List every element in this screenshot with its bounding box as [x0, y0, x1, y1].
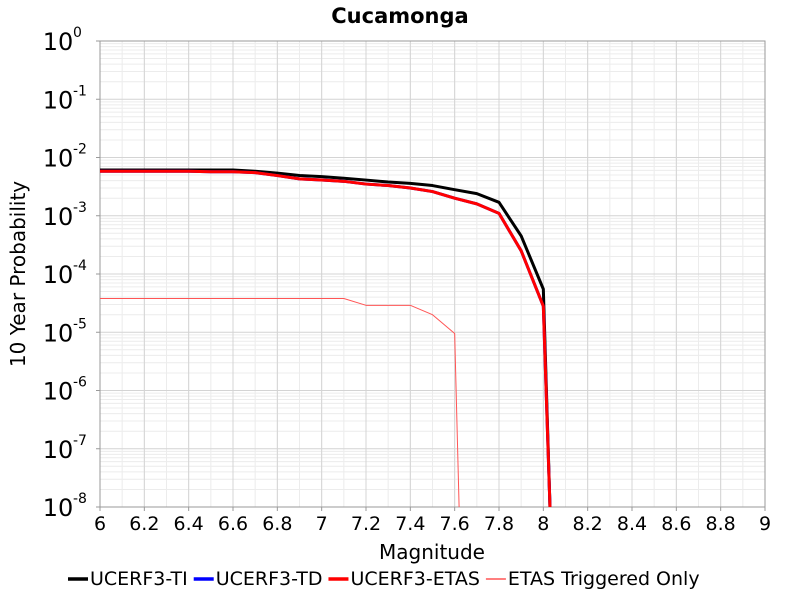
legend-item-ucerf3-ti: UCERF3-TI — [68, 568, 188, 590]
x-tick-label: 6.8 — [262, 513, 292, 535]
legend-item-etas-triggered-only: ETAS Triggered Only — [485, 568, 700, 590]
x-tick-label: 6 — [94, 513, 106, 535]
y-tick-exponent: -6 — [73, 375, 87, 391]
x-tick-label: 7.2 — [351, 513, 381, 535]
y-tick-label: 10 -2 — [43, 142, 87, 173]
y-axis-label: 10 Year Probability — [6, 181, 30, 367]
x-tick-label: 7.8 — [484, 513, 514, 535]
x-axis-label: Magnitude — [379, 540, 485, 564]
y-tick-exponent: -3 — [73, 200, 87, 216]
x-tick-label: 7 — [316, 513, 328, 535]
series-line-ucerf3-ti — [100, 168, 552, 508]
x-tick-label: 8 — [537, 513, 549, 535]
legend-label: UCERF3-TI — [90, 568, 188, 590]
y-tick-base: 10 — [43, 86, 74, 114]
y-tick-label: 10 -8 — [43, 491, 87, 522]
x-axis-ticks: 6 6.2 6.4 6.6 6.8 7 7.2 7.4 7.6 7.8 8 8.2 8.4 8.6 8.8 9 — [94, 507, 771, 535]
y-tick-exponent: -5 — [73, 316, 87, 332]
legend-label: ETAS Triggered Only — [508, 568, 700, 590]
x-tick-label: 8.8 — [706, 513, 736, 535]
y-tick-base: 10 — [43, 494, 74, 522]
legend-label: UCERF3-ETAS — [350, 568, 479, 590]
x-tick-label: 7.6 — [440, 513, 470, 535]
y-tick-base: 10 — [43, 203, 74, 231]
x-tick-label: 8.2 — [573, 513, 603, 535]
y-tick-base: 10 — [43, 261, 74, 289]
x-tick-label: 8.6 — [661, 513, 691, 535]
y-tick-label: 10 -5 — [43, 316, 87, 347]
series-layer — [100, 168, 552, 508]
legend-item-ucerf3-etas: UCERF3-ETAS — [328, 568, 480, 590]
y-tick-exponent: -1 — [73, 83, 87, 99]
x-tick-label: 6.2 — [129, 513, 159, 535]
y-tick-label: 10 0 — [43, 25, 82, 56]
y-tick-base: 10 — [43, 436, 74, 464]
y-tick-base: 10 — [43, 145, 74, 173]
x-tick-label: 9 — [759, 513, 771, 535]
series-line-ucerf3-etas — [100, 169, 552, 508]
y-tick-label: 10 -3 — [43, 200, 87, 231]
y-tick-label: 10 -4 — [43, 258, 87, 289]
x-tick-label: 8.4 — [617, 513, 647, 535]
y-tick-exponent: -4 — [73, 258, 87, 274]
x-tick-label: 6.6 — [218, 513, 248, 535]
y-tick-label: 10 -7 — [43, 433, 87, 464]
legend-item-ucerf3-td: UCERF3-TD — [193, 568, 323, 590]
y-tick-base: 10 — [43, 28, 74, 56]
legend: UCERF3-TI UCERF3-TD UCERF3-ETAS ETAS Trigge… — [68, 568, 700, 590]
y-tick-exponent: -8 — [73, 491, 87, 507]
y-tick-base: 10 — [43, 378, 74, 406]
legend-label: UCERF3-TD — [216, 568, 323, 590]
y-tick-exponent: -7 — [73, 433, 87, 449]
y-tick-exponent: 0 — [73, 25, 82, 41]
x-tick-label: 6.4 — [174, 513, 204, 535]
y-tick-label: 10 -6 — [43, 375, 87, 406]
y-tick-exponent: -2 — [73, 142, 87, 158]
x-tick-label: 7.4 — [395, 513, 425, 535]
series-line-etas-triggered-only — [100, 297, 460, 508]
y-tick-base: 10 — [43, 319, 74, 347]
chart-title: Cucamonga — [331, 4, 468, 28]
y-tick-label: 10 -1 — [43, 83, 87, 114]
